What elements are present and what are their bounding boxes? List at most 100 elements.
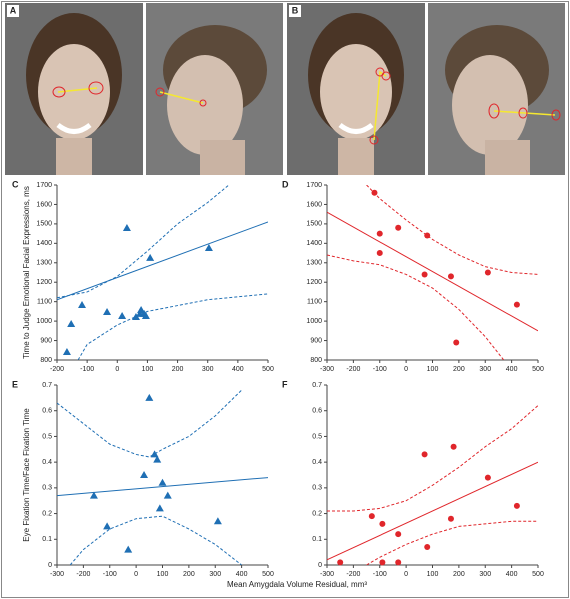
confidence-band xyxy=(57,389,242,458)
y-tick-label: 1000 xyxy=(36,318,52,325)
point xyxy=(424,544,431,550)
y-axis-label: Time to Judge Emotional Facial Expressio… xyxy=(22,186,31,359)
y-tick-label: 0 xyxy=(318,562,322,569)
x-tick-label: 0 xyxy=(404,366,408,373)
y-tick-label: 1300 xyxy=(306,260,322,267)
panel-label: D xyxy=(282,179,289,189)
confidence-band xyxy=(327,405,538,512)
y-tick-label: 1000 xyxy=(306,318,322,325)
confidence-band xyxy=(69,515,242,565)
photo-b-left xyxy=(287,3,425,175)
photo-a-right xyxy=(146,3,283,175)
x-axis-label: Mean Amygdala Volume Residual, mm³ xyxy=(227,580,367,589)
y-tick-label: 1600 xyxy=(306,201,322,208)
y-tick-label: 0.2 xyxy=(312,510,322,517)
regression-line xyxy=(327,461,538,561)
point xyxy=(103,522,112,530)
y-tick-label: 0.2 xyxy=(42,510,52,517)
x-tick-label: 100 xyxy=(157,571,169,578)
point xyxy=(376,250,383,257)
point xyxy=(62,348,71,356)
y-tick-label: 1200 xyxy=(36,279,52,286)
x-tick-label: 300 xyxy=(202,366,214,373)
panel-label: B xyxy=(292,5,299,15)
point xyxy=(153,455,162,463)
y-axis-label: Eye Fixation Time/Face Fixation Time xyxy=(22,408,31,542)
point xyxy=(447,273,454,280)
point xyxy=(424,232,431,239)
panel-label: E xyxy=(12,379,18,389)
x-tick-label: -300 xyxy=(50,571,64,578)
y-tick-label: 1500 xyxy=(36,221,52,228)
x-tick-label: -100 xyxy=(373,571,387,578)
point xyxy=(137,306,146,314)
confidence-band xyxy=(366,520,538,565)
x-tick-label: 100 xyxy=(427,571,439,578)
x-tick-label: 0 xyxy=(404,571,408,578)
x-tick-label: -200 xyxy=(346,571,360,578)
regression-line xyxy=(327,211,538,332)
point xyxy=(124,545,133,553)
point xyxy=(213,517,222,525)
point xyxy=(122,223,131,231)
point xyxy=(78,300,87,308)
point xyxy=(395,559,402,566)
x-tick-label: 400 xyxy=(506,366,518,373)
x-tick-label: 300 xyxy=(479,366,491,373)
point xyxy=(447,515,454,522)
point xyxy=(118,312,127,320)
x-tick-label: 200 xyxy=(172,366,184,373)
x-tick-label: 100 xyxy=(427,366,439,373)
regression-line xyxy=(57,221,268,301)
y-tick-label: 1700 xyxy=(306,182,322,189)
x-tick-label: 400 xyxy=(506,571,518,578)
regression-line xyxy=(57,477,268,497)
confidence-band xyxy=(366,185,538,275)
point xyxy=(395,531,402,538)
y-tick-label: 0.1 xyxy=(312,536,322,543)
point xyxy=(379,520,386,527)
x-tick-label: -100 xyxy=(373,366,387,373)
x-tick-label: 0 xyxy=(115,366,119,373)
y-tick-label: 0.4 xyxy=(42,459,52,466)
point xyxy=(421,451,428,458)
x-tick-label: -200 xyxy=(346,366,360,373)
point xyxy=(163,491,172,499)
y-tick-label: 1700 xyxy=(36,182,52,189)
point xyxy=(146,253,155,261)
point xyxy=(450,443,457,450)
point xyxy=(513,502,520,509)
point xyxy=(204,244,213,251)
x-tick-label: 200 xyxy=(453,571,465,578)
point xyxy=(141,312,150,320)
point xyxy=(513,301,520,308)
point xyxy=(103,307,112,315)
x-tick-label: -100 xyxy=(103,571,117,578)
y-tick-label: 1100 xyxy=(37,299,52,306)
x-tick-label: -200 xyxy=(50,366,64,373)
panel-label: C xyxy=(12,179,19,189)
y-tick-label: 0.6 xyxy=(312,408,322,415)
y-tick-label: 0.7 xyxy=(42,382,52,389)
point xyxy=(140,471,149,478)
point xyxy=(337,559,344,566)
y-tick-label: 0.3 xyxy=(312,485,322,492)
point xyxy=(158,478,167,486)
y-tick-label: 800 xyxy=(310,357,322,364)
y-tick-label: 1400 xyxy=(306,240,322,247)
point xyxy=(155,504,164,512)
point xyxy=(150,450,159,458)
point xyxy=(484,269,491,276)
point xyxy=(145,393,154,401)
point xyxy=(131,313,140,321)
y-tick-label: 0.5 xyxy=(42,433,52,440)
x-tick-label: -300 xyxy=(320,571,334,578)
point xyxy=(67,320,76,328)
x-tick-label: 300 xyxy=(479,571,491,578)
point xyxy=(395,224,402,231)
photo-a-left xyxy=(5,3,143,175)
y-tick-label: 0 xyxy=(48,562,52,569)
y-tick-label: 1200 xyxy=(306,279,322,286)
